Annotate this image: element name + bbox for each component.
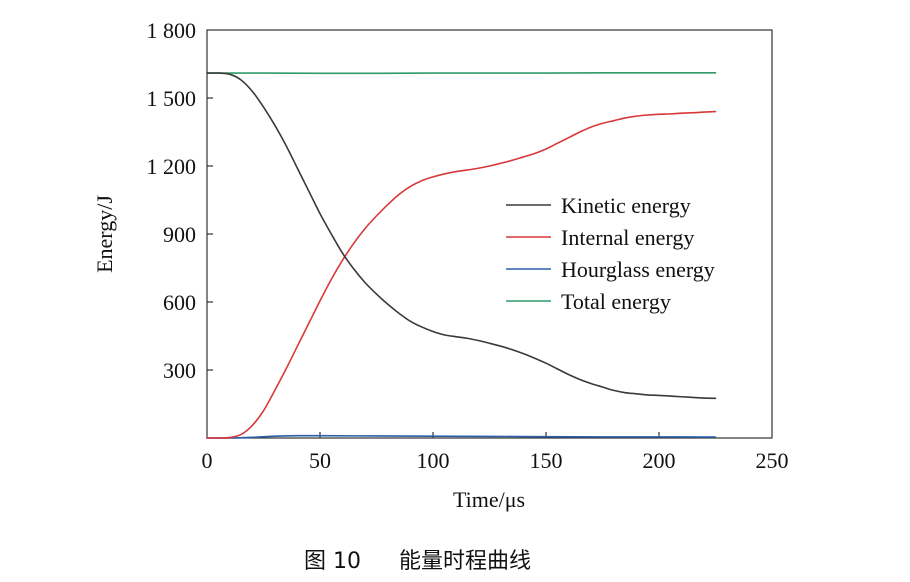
- x-tick-label: 0: [202, 448, 213, 473]
- x-tick-label: 100: [417, 448, 450, 473]
- x-tick-label: 50: [309, 448, 331, 473]
- series-layer: [206, 72, 717, 439]
- legend-label-hourglass-energy: Hourglass energy: [561, 257, 715, 282]
- figure-title: 能量时程曲线: [399, 549, 531, 574]
- y-tick-label: 1 800: [147, 18, 197, 43]
- x-axis-ticks: 0 50 100 150 200 250: [202, 432, 789, 473]
- legend-label-total-energy: Total energy: [561, 289, 671, 314]
- series-line-kinetic-energy: [206, 72, 717, 400]
- y-tick-label: 1 200: [147, 154, 197, 179]
- legend-label-internal-energy: Internal energy: [561, 225, 694, 250]
- y-axis-label: Energy/J: [92, 195, 117, 273]
- y-tick-label: 900: [163, 222, 196, 247]
- x-tick-label: 200: [643, 448, 676, 473]
- y-tick-label: 300: [163, 358, 196, 383]
- y-tick-label: 1 500: [147, 86, 197, 111]
- figure-number: 图 10: [304, 549, 361, 574]
- x-tick-label: 250: [756, 448, 789, 473]
- series-line-internal-energy: [206, 110, 717, 439]
- series-line-hourglass-energy: [206, 434, 717, 439]
- x-axis-label: Time/μs: [453, 487, 525, 512]
- legend: Kinetic energy Internal energy Hourglass e…: [506, 193, 715, 314]
- plot-area: [206, 29, 773, 439]
- x-tick-label: 150: [530, 448, 563, 473]
- y-axis-ticks: 300 600 900 1 200 1 500 1 800: [147, 18, 213, 383]
- legend-label-kinetic-energy: Kinetic energy: [561, 193, 691, 218]
- y-tick-label: 600: [163, 290, 196, 315]
